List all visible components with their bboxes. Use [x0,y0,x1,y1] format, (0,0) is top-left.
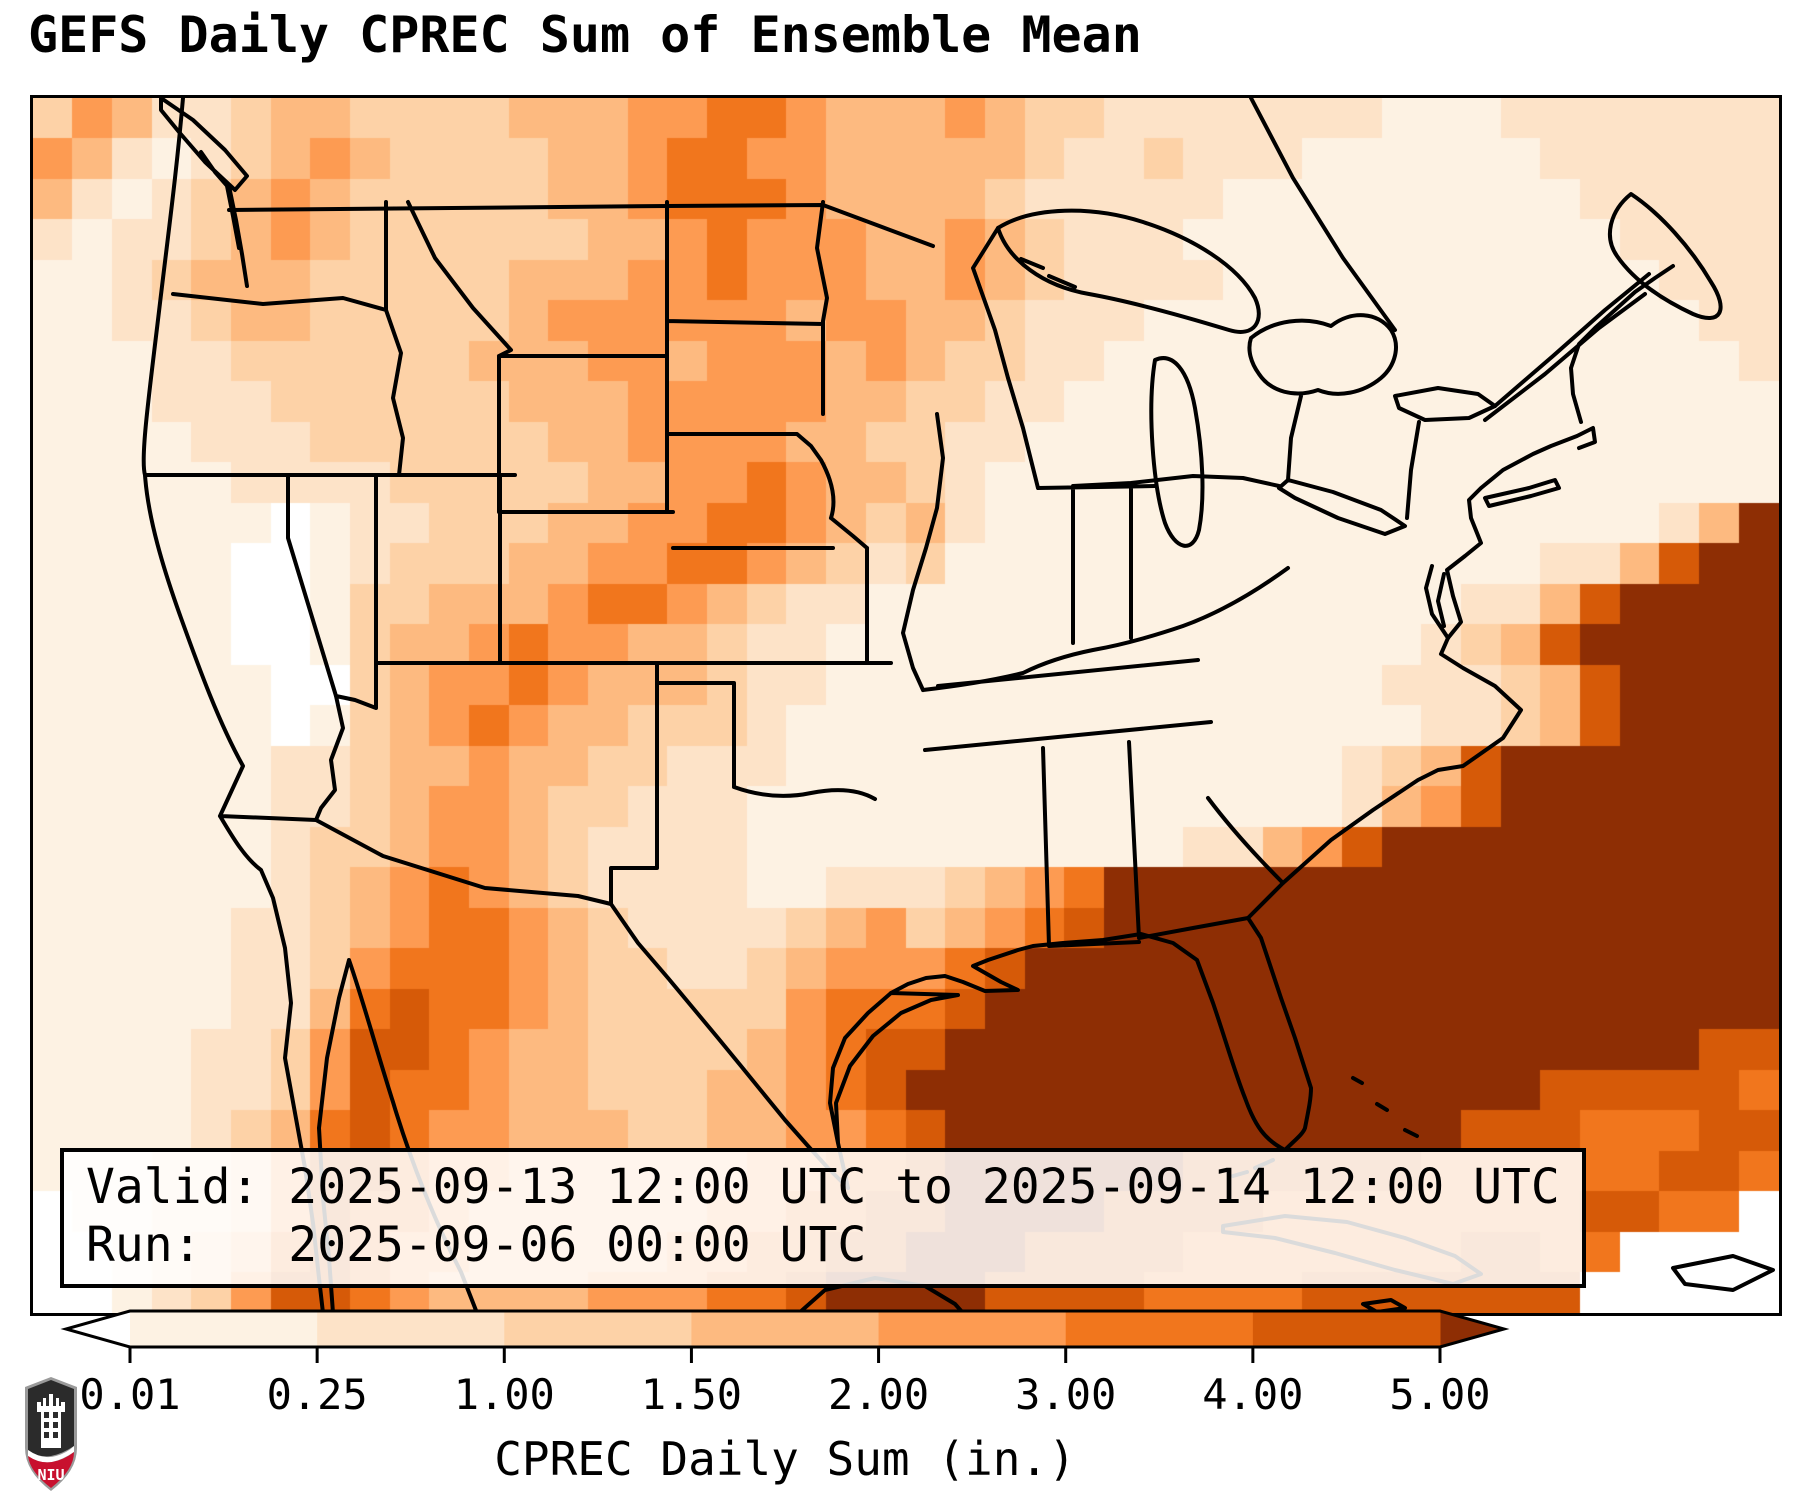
valid-line: Valid: 2025-09-13 12:00 UTC to 2025-09-1… [86,1159,1560,1215]
colorbar-tick-label: 0.25 [267,1370,368,1419]
colorbar-tick-label: 1.50 [641,1370,742,1419]
precip-map: Valid: 2025-09-13 12:00 UTC to 2025-09-1… [30,95,1782,1316]
niu-shield-red [28,1452,74,1488]
colorbar-tick-label: 3.00 [1015,1370,1116,1419]
valid-run-infobox: Valid: 2025-09-13 12:00 UTC to 2025-09-1… [60,1148,1586,1288]
niu-logo: NIU [25,1377,77,1491]
colorbar: 0.01 0.25 1.00 1.50 2.00 3.00 4.00 5.00 [60,1309,1510,1419]
colorbar-tick-label: 0.01 [79,1370,180,1419]
colorbar-segment [878,1311,1067,1347]
colorbar-tick-label: 1.00 [454,1370,555,1419]
niu-logo-text: NIU [37,1466,64,1484]
colorbar-segment [1252,1311,1441,1347]
colorbar-segment [130,1311,318,1347]
colorbar-segment [317,1311,505,1347]
colorbar-tick-label: 5.00 [1389,1370,1490,1419]
colorbar-segment [691,1311,880,1347]
colorbar-axis-label: CPREC Daily Sum (in.) [494,1432,1076,1486]
colorbar-tick-label: 2.00 [828,1370,929,1419]
colorbar-tick-label: 4.00 [1202,1370,1303,1419]
run-line: Run: 2025-09-06 00:00 UTC [86,1217,867,1273]
colorbar-segment [504,1311,692,1347]
colorbar-under-arrow [66,1311,130,1347]
niu-swoosh [28,1446,74,1463]
colorbar-segment [1065,1311,1254,1347]
precip-heatmap-canvas [33,98,1779,1313]
page-title: GEFS Daily CPREC Sum of Ensemble Mean [28,6,1142,64]
colorbar-over-arrow [1440,1311,1504,1347]
niu-castle-icon [37,1394,65,1448]
